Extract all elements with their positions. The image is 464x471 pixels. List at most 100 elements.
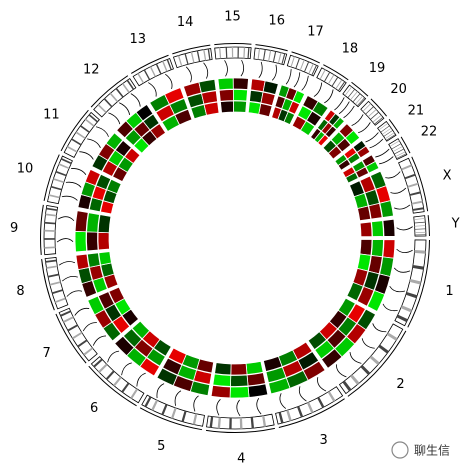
cytoband: [374, 116, 384, 125]
heatmap-cell: [75, 253, 90, 271]
link-line: [396, 226, 413, 231]
chromosome-label: 16: [268, 13, 285, 28]
scale-ring: [400, 136, 411, 154]
cytoband: [391, 143, 402, 150]
scale-ring: [60, 109, 89, 152]
cytoband: [400, 305, 413, 313]
cytoband: [369, 355, 380, 365]
heatmap-cell: [379, 200, 394, 218]
cytoband: [207, 48, 211, 60]
heatmap-cell: [346, 152, 361, 165]
cytoband: [181, 410, 187, 422]
cytoband: [149, 66, 156, 77]
heatmap-cell: [114, 139, 132, 158]
heatmap-cell: [86, 252, 101, 268]
heatmap-cell: [203, 101, 220, 116]
chromosome-label: 7: [42, 346, 50, 361]
chromosome-label: 4: [237, 451, 245, 466]
heatmap-cell: [305, 110, 323, 127]
heatmap-cell: [87, 295, 105, 316]
chromosome-label: 2: [396, 377, 404, 392]
cytoband: [53, 178, 65, 184]
link-line: [107, 350, 120, 363]
heatmap-cell: [167, 347, 187, 365]
cytoband: [327, 391, 336, 402]
chromosome-label: 22: [421, 125, 438, 140]
heatmap-cell: [135, 103, 154, 122]
cytoband: [365, 106, 374, 115]
heatmap-cell: [371, 220, 384, 237]
cytoband: [414, 221, 426, 224]
heatmap-cell: [156, 367, 178, 387]
cytoband: [347, 88, 356, 98]
cytoband: [405, 291, 418, 299]
cytoband: [67, 324, 79, 332]
cytoband: [272, 51, 277, 63]
heatmap-cell: [365, 160, 380, 174]
link-line: [240, 59, 245, 77]
cytoband: [412, 207, 424, 211]
cytoband: [367, 109, 377, 118]
cytoband: [386, 134, 396, 141]
cytoband: [389, 140, 400, 147]
scale-ring: [40, 204, 44, 256]
cytoband: [58, 163, 70, 170]
link-line: [390, 187, 407, 194]
link-line: [65, 181, 82, 188]
heatmap-cell: [262, 355, 283, 372]
cytoband: [93, 358, 103, 368]
cytoband: [46, 207, 58, 212]
cytoband: [414, 218, 426, 220]
heatmap-cell: [314, 339, 335, 360]
cytoband: [355, 95, 364, 105]
cytoband: [130, 388, 139, 399]
heatmap-cell: [232, 89, 248, 102]
link-line: [324, 89, 334, 104]
link-line: [95, 126, 109, 137]
cytoband: [401, 164, 413, 171]
cytoband: [203, 49, 207, 61]
link-line: [334, 97, 345, 111]
chromosome-label: 10: [17, 161, 34, 176]
link-line: [57, 216, 75, 222]
chromosome-label: 15: [224, 10, 241, 25]
heatmap-cell: [359, 238, 373, 256]
heatmap-cell: [337, 158, 352, 171]
cytoband: [360, 365, 371, 375]
link-line: [258, 61, 263, 79]
cytoband: [48, 194, 60, 199]
cytoband: [350, 374, 360, 385]
heatmap-cell: [174, 108, 193, 126]
cytoband: [83, 347, 94, 356]
cytoband: [303, 61, 310, 73]
chromosome-label: 9: [10, 221, 18, 236]
cytoband: [217, 417, 221, 429]
cytoband: [161, 404, 168, 416]
cytoband: [60, 310, 71, 317]
heatmap-cell: [210, 384, 231, 399]
link-line: [358, 122, 371, 134]
cytoband: [243, 47, 246, 59]
heatmap-cell: [346, 281, 364, 302]
link-line: [301, 75, 309, 91]
cytoband: [414, 231, 426, 233]
scale-ring: [370, 98, 387, 117]
heatmap-cell: [97, 231, 110, 251]
cytoband: [60, 158, 72, 165]
cytoband: [362, 103, 372, 112]
cytoband: [344, 86, 353, 96]
cytoband: [372, 114, 382, 123]
scale-ring: [43, 154, 60, 201]
cytoband: [411, 200, 423, 205]
cytoband: [137, 73, 145, 84]
cytoband: [262, 49, 266, 61]
chromosome-label: 17: [307, 25, 324, 40]
cytoband: [55, 170, 67, 177]
heatmap-cell: [169, 97, 189, 116]
cytoband: [162, 60, 168, 72]
link-line: [285, 69, 292, 85]
link-line: [130, 93, 141, 107]
cytoband: [257, 48, 261, 60]
heatmap-cell: [292, 90, 306, 105]
cytoband: [177, 55, 183, 67]
